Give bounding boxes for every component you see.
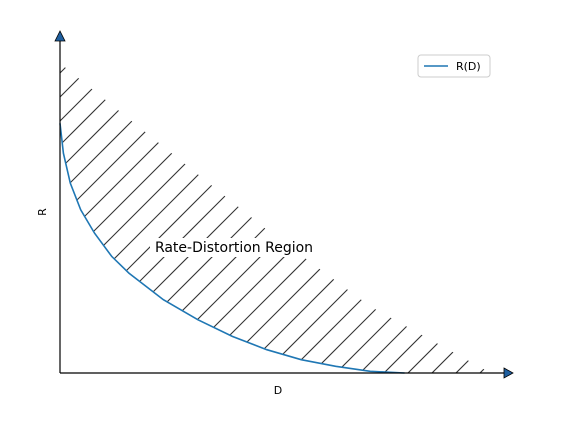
region-label-background <box>150 238 318 257</box>
hatch-line <box>343 63 491 374</box>
hatch-line <box>319 63 491 374</box>
hatch-line <box>60 63 85 374</box>
hatch-line <box>487 63 491 374</box>
hatch-line <box>60 63 349 374</box>
hatch-line <box>60 63 205 374</box>
y-axis-arrow-icon <box>54 30 66 42</box>
hatch-line <box>127 63 491 374</box>
hatch-line <box>60 63 61 374</box>
series-line-rd <box>59 123 405 374</box>
x-axis-arrow-icon <box>503 367 514 379</box>
hatch-line <box>60 63 109 374</box>
hatch-line <box>60 63 469 374</box>
hatch-line <box>60 63 421 374</box>
hatch-line <box>60 63 133 374</box>
hatch-line <box>60 63 181 374</box>
legend-entry-rd: R(D) <box>456 60 481 73</box>
hatch-line <box>60 63 301 374</box>
legend-box <box>417 54 491 78</box>
hatch-line <box>223 63 491 374</box>
hatch-line <box>60 63 325 374</box>
hatch-line <box>295 63 491 374</box>
hatch-line <box>271 63 491 374</box>
region-label: Rate-Distortion Region <box>155 240 313 256</box>
legend: R(D) <box>417 54 491 78</box>
hatch-line <box>60 63 157 374</box>
hatch-line <box>60 63 445 374</box>
hatch-line <box>175 63 491 374</box>
hatch-line <box>60 63 229 374</box>
hatch-line <box>60 63 397 374</box>
y-axis-label: R <box>36 208 49 216</box>
x-axis-label: D <box>274 384 282 397</box>
hatch-line <box>60 63 277 374</box>
hatch-line <box>60 63 373 374</box>
